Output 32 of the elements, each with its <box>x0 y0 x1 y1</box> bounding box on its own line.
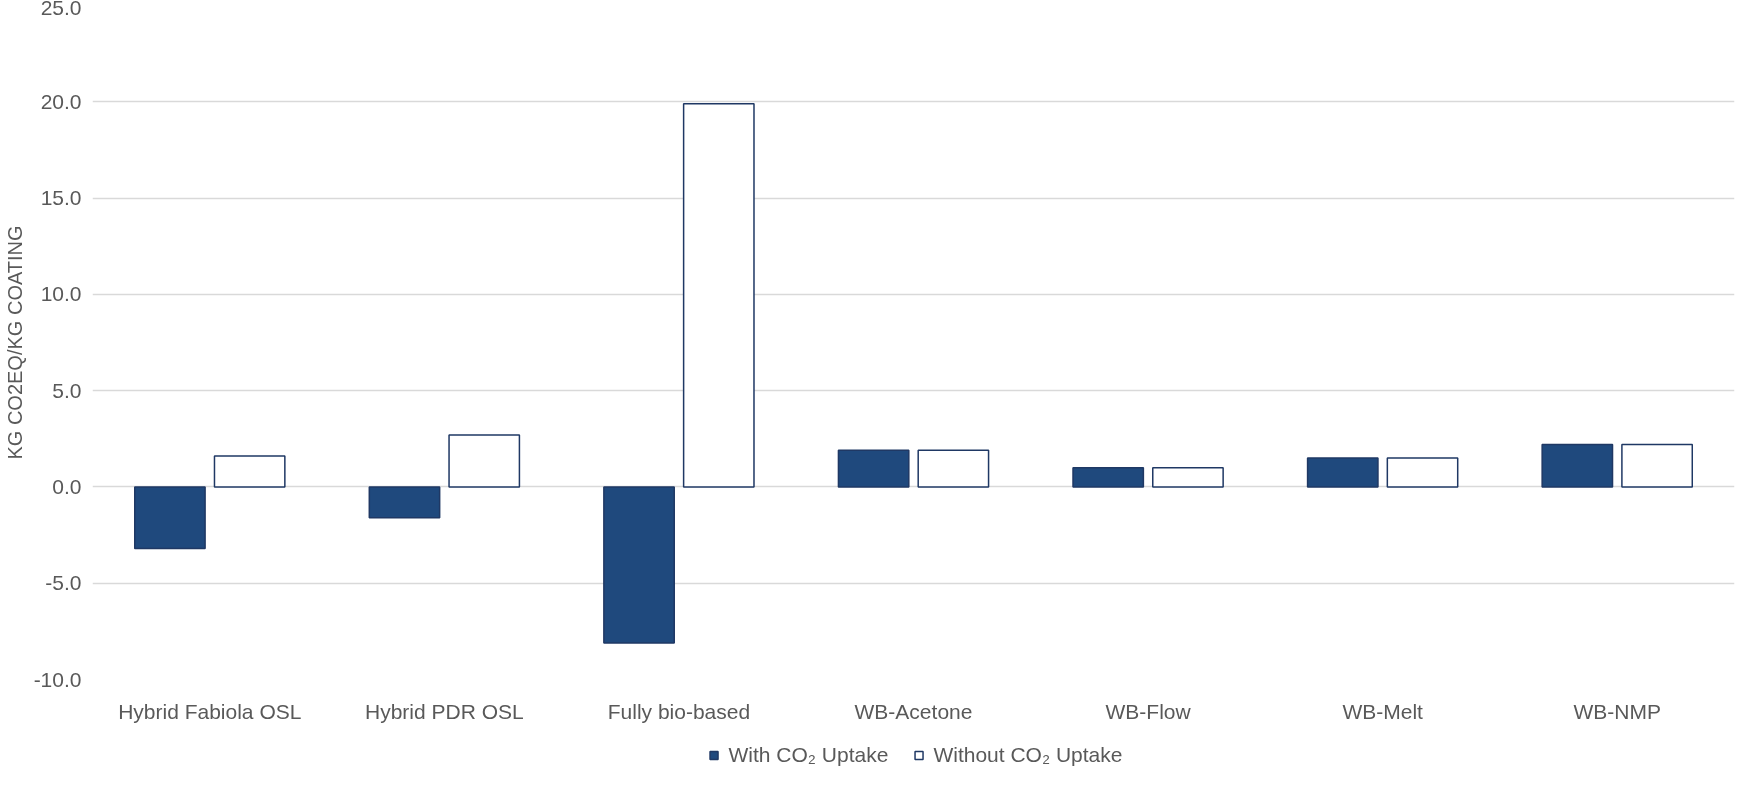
y-tick-label: 20.0 <box>40 89 82 113</box>
x-tick-label: Hybrid Fabiola OSL <box>118 699 302 723</box>
bar <box>368 486 441 519</box>
x-tick-label: WB-NMP <box>1573 699 1661 723</box>
bar <box>448 434 521 488</box>
bar <box>1072 466 1145 488</box>
bar <box>837 449 910 488</box>
bar <box>1541 443 1614 488</box>
legend-label: With CO₂ Uptake <box>728 743 889 767</box>
bar <box>1152 466 1224 488</box>
bar <box>1306 457 1379 488</box>
y-axis-title: KG CO2EQ/KG COATING <box>3 225 26 460</box>
y-tick-label: 15.0 <box>40 186 82 210</box>
bar <box>213 455 286 488</box>
y-tick-label: 25.0 <box>40 0 82 19</box>
y-tick-label: 0.0 <box>52 474 82 498</box>
y-tick-label: -5.0 <box>45 571 82 595</box>
x-tick-label: WB-Acetone <box>854 699 973 723</box>
x-tick-label: WB-Melt <box>1342 699 1424 723</box>
bar <box>917 449 990 488</box>
legend-label: Without CO₂ Uptake <box>933 743 1123 767</box>
bar <box>1621 443 1694 488</box>
bar <box>1386 457 1459 488</box>
y-tick-label: -10.0 <box>33 667 82 691</box>
x-tick-label: WB-Flow <box>1105 699 1192 723</box>
bar <box>603 486 675 644</box>
y-tick-label: 5.0 <box>52 378 82 402</box>
bar <box>133 486 206 550</box>
bar <box>682 102 755 488</box>
y-tick-label: 10.0 <box>40 282 82 306</box>
x-tick-label: Fully bio-based <box>607 699 751 723</box>
x-tick-label: Hybrid PDR OSL <box>365 699 524 723</box>
